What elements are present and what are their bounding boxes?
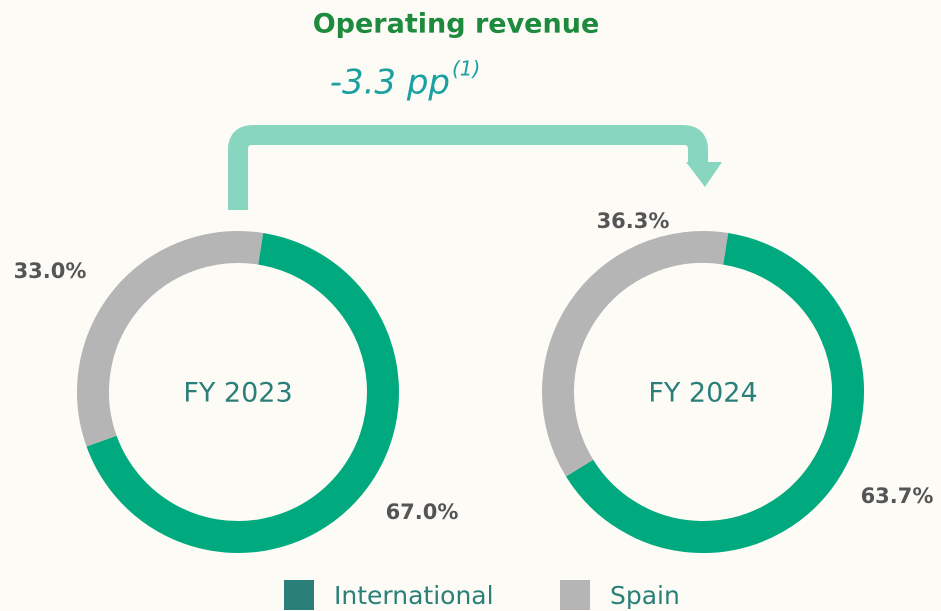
center-label: FY 2024 (648, 378, 757, 409)
value-label: 36.3% (597, 209, 670, 233)
donut-segment (77, 231, 264, 447)
value-label: 67.0% (386, 500, 459, 524)
donut-segment (542, 231, 729, 477)
center-label: FY 2023 (183, 378, 292, 409)
legend-label: International (334, 581, 494, 610)
donut-segment (86, 232, 399, 553)
chart-title: Operating revenue (313, 9, 600, 40)
arrow-head (686, 162, 722, 187)
transition-arrow (228, 125, 708, 210)
value-label: 33.0% (14, 259, 87, 283)
annotation: -3.3 pp (330, 63, 450, 103)
annotation-note: (1) (452, 57, 480, 81)
legend-swatch (284, 580, 314, 610)
value-label: 63.7% (861, 484, 934, 508)
legend-label: Spain (610, 581, 680, 610)
legend-swatch (560, 580, 590, 610)
donut-segment (566, 232, 864, 553)
